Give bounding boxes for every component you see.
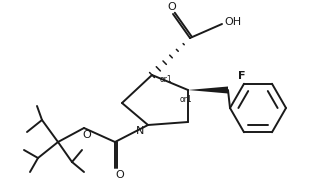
Text: O: O bbox=[168, 2, 176, 12]
Text: or1: or1 bbox=[180, 95, 192, 105]
Text: O: O bbox=[115, 170, 124, 180]
Text: N: N bbox=[136, 126, 144, 136]
Polygon shape bbox=[188, 87, 228, 94]
Text: O: O bbox=[82, 130, 91, 140]
Text: OH: OH bbox=[224, 17, 242, 27]
Text: or1: or1 bbox=[160, 74, 172, 83]
Text: F: F bbox=[238, 71, 246, 81]
